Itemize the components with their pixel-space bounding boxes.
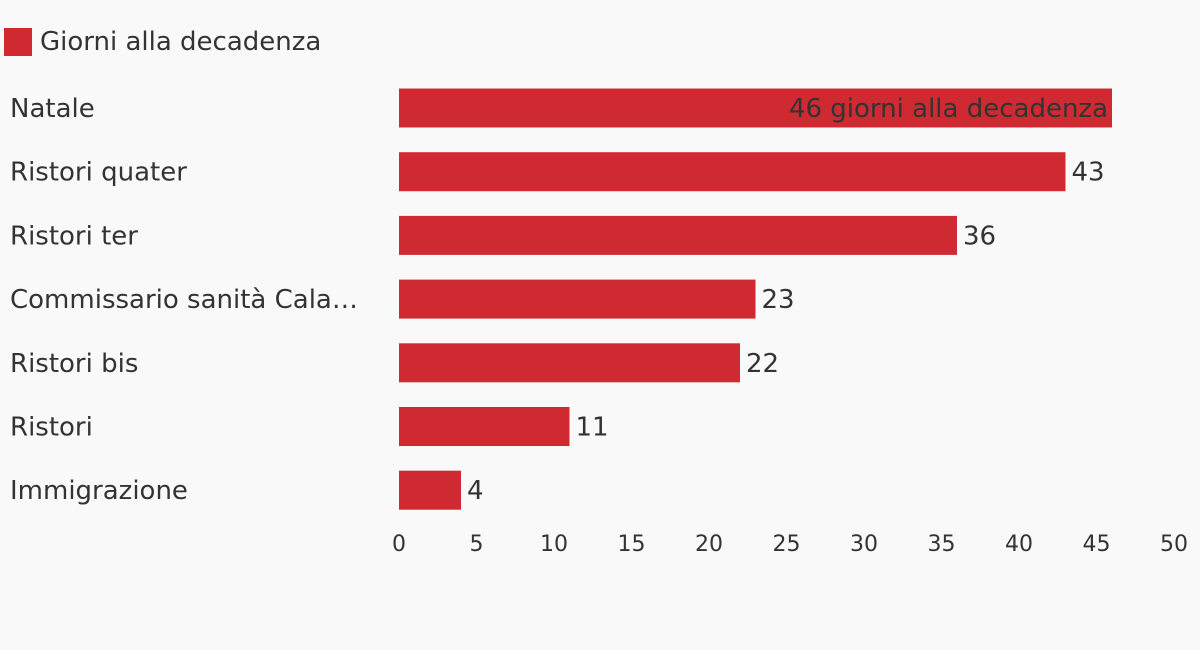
x-tick-label: 50 <box>1160 532 1188 557</box>
x-tick-label: 20 <box>695 532 723 557</box>
x-tick-label: 35 <box>928 532 956 557</box>
value-label: 46 giorni alla decadenza <box>789 94 1108 124</box>
bar <box>399 152 1066 192</box>
value-labels-group: 46 giorni alla decadenza 43 36 23 22 11 4 <box>467 94 1108 506</box>
bars-group <box>399 88 1112 510</box>
category-label: Natale <box>10 94 95 124</box>
category-label: Ristori ter <box>10 221 138 251</box>
value-label: 43 <box>1072 158 1105 188</box>
value-label: 4 <box>467 476 484 506</box>
bar <box>399 407 570 446</box>
bar <box>399 343 740 383</box>
x-tick-label: 40 <box>1005 532 1033 557</box>
x-tick-label: 15 <box>618 532 646 557</box>
x-axis-ticks-group: 0 5 10 15 20 25 30 35 40 45 50 <box>392 532 1188 557</box>
x-tick-label: 25 <box>773 532 801 557</box>
bar <box>399 279 756 319</box>
x-tick-label: 5 <box>470 532 484 557</box>
bar <box>399 88 1112 128</box>
category-label: Commissario sanità Cala… <box>10 285 358 315</box>
legend: Giorni alla decadenza <box>4 24 321 60</box>
category-labels-group: Natale Ristori quater Ristori ter Commissar… <box>10 94 358 506</box>
category-label: Ristori <box>10 413 93 443</box>
value-label: 11 <box>576 413 609 443</box>
x-tick-label: 10 <box>540 532 568 557</box>
legend-label: Giorni alla decadenza <box>40 27 322 57</box>
x-tick-label: 30 <box>850 532 878 557</box>
category-label: Immigrazione <box>10 476 188 506</box>
value-label: 36 <box>963 221 996 251</box>
x-tick-label: 0 <box>392 532 406 557</box>
bar <box>399 215 957 255</box>
legend-swatch <box>4 28 32 56</box>
x-tick-label: 45 <box>1083 532 1111 557</box>
bar <box>399 470 461 510</box>
value-label: 22 <box>746 349 779 379</box>
category-label: Ristori bis <box>10 349 138 379</box>
value-label: 23 <box>762 285 795 315</box>
category-label: Ristori quater <box>10 158 187 188</box>
